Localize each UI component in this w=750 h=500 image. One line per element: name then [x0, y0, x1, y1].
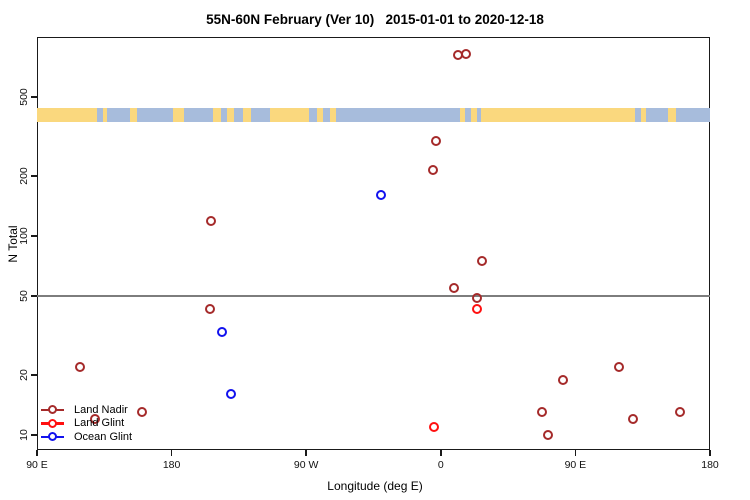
data-point-land-nadir — [558, 374, 569, 385]
x-tick-label: 180 — [701, 459, 719, 471]
data-point-land-nadir — [206, 215, 217, 226]
y-tick-mark — [31, 235, 37, 237]
y-tick-label: 500 — [18, 88, 30, 106]
map-strip-land-segment — [460, 107, 465, 122]
x-axis-title: Longitude (deg E) — [327, 479, 423, 493]
data-point-land-nadir — [627, 414, 638, 425]
data-point-ocean-glint — [225, 389, 236, 400]
legend: Land Nadir Land Glint Ocean Glint — [41, 403, 132, 444]
legend-circle-icon — [48, 405, 57, 415]
x-tick-mark — [440, 450, 442, 456]
map-strip-land-segment — [226, 107, 235, 122]
plot-area-border — [37, 37, 710, 450]
x-tick-mark — [574, 450, 577, 456]
data-point-land-nadir — [471, 292, 482, 303]
map-strip-land-segment — [37, 107, 97, 122]
data-point-land-nadir — [461, 48, 472, 59]
y-tick-mark — [31, 295, 37, 297]
data-point-land-nadir — [427, 164, 438, 175]
data-point-land-nadir — [543, 430, 554, 440]
map-strip-land-segment — [330, 107, 337, 122]
data-point-land-nadir — [448, 282, 459, 293]
x-tick-label: 0 — [437, 459, 444, 471]
data-point-land-nadir — [613, 361, 624, 372]
map-strip-land-segment — [668, 107, 676, 122]
data-point-land-nadir — [675, 407, 686, 418]
legend-label: Land Nadir — [74, 403, 128, 416]
x-tick-label: 90 E — [26, 459, 48, 471]
data-point-land-nadir — [89, 414, 100, 425]
y-tick-mark — [31, 175, 37, 177]
data-point-ocean-glint — [375, 190, 386, 201]
map-strip-land-segment — [102, 107, 108, 122]
map-strip-land-segment — [641, 107, 646, 122]
legend-symbol — [41, 432, 64, 442]
legend-label: Ocean Glint — [74, 430, 133, 443]
reference-line-50 — [37, 295, 710, 297]
legend-label: Land Glint — [74, 417, 125, 430]
legend-circle-icon — [48, 418, 57, 428]
x-tick-mark — [709, 450, 711, 456]
x-tick-mark — [36, 450, 38, 456]
y-tick-label: 200 — [18, 167, 30, 185]
map-strip-land-segment — [173, 107, 184, 122]
data-point-land-nadir — [136, 407, 147, 418]
x-tick-mark — [170, 450, 173, 456]
map-strip-land-segment — [316, 107, 323, 122]
y-tick-mark — [31, 374, 37, 376]
y-tick-label: 10 — [18, 429, 30, 441]
data-point-land-glint — [471, 303, 482, 314]
legend-entry: Land Nadir — [41, 403, 132, 417]
data-point-land-nadir — [476, 255, 487, 266]
legend-entry: Land Glint — [41, 417, 132, 431]
x-tick-label: 180 — [162, 459, 181, 471]
x-tick-mark — [305, 450, 307, 456]
y-tick-label: 20 — [18, 369, 30, 381]
map-strip-land-segment — [270, 107, 310, 122]
y-tick-mark — [31, 96, 37, 98]
data-point-land-nadir — [536, 407, 547, 418]
map-strip-land-segment — [213, 107, 221, 122]
legend-symbol — [41, 405, 64, 415]
legend-entry: Ocean Glint — [41, 430, 132, 444]
x-tick-label: 90 W — [293, 459, 319, 471]
map-strip-land-segment — [129, 107, 138, 122]
data-point-land-nadir — [75, 361, 86, 372]
data-point-land-glint — [429, 421, 440, 432]
data-point-ocean-glint — [216, 326, 227, 337]
x-tick-label: 90 E — [564, 459, 587, 471]
map-strip-land-segment — [481, 107, 636, 122]
legend-circle-icon — [48, 432, 57, 442]
map-strip-land-segment — [243, 107, 251, 122]
map-strip-land-segment — [470, 107, 477, 122]
legend-symbol — [41, 418, 64, 428]
y-axis-title: N Total — [6, 224, 20, 263]
chart-title: 55N-60N February (Ver 10) 2015-01-01 to … — [206, 12, 544, 27]
y-tick-mark — [31, 434, 37, 436]
data-point-land-nadir — [430, 136, 441, 147]
data-point-land-nadir — [205, 303, 216, 314]
